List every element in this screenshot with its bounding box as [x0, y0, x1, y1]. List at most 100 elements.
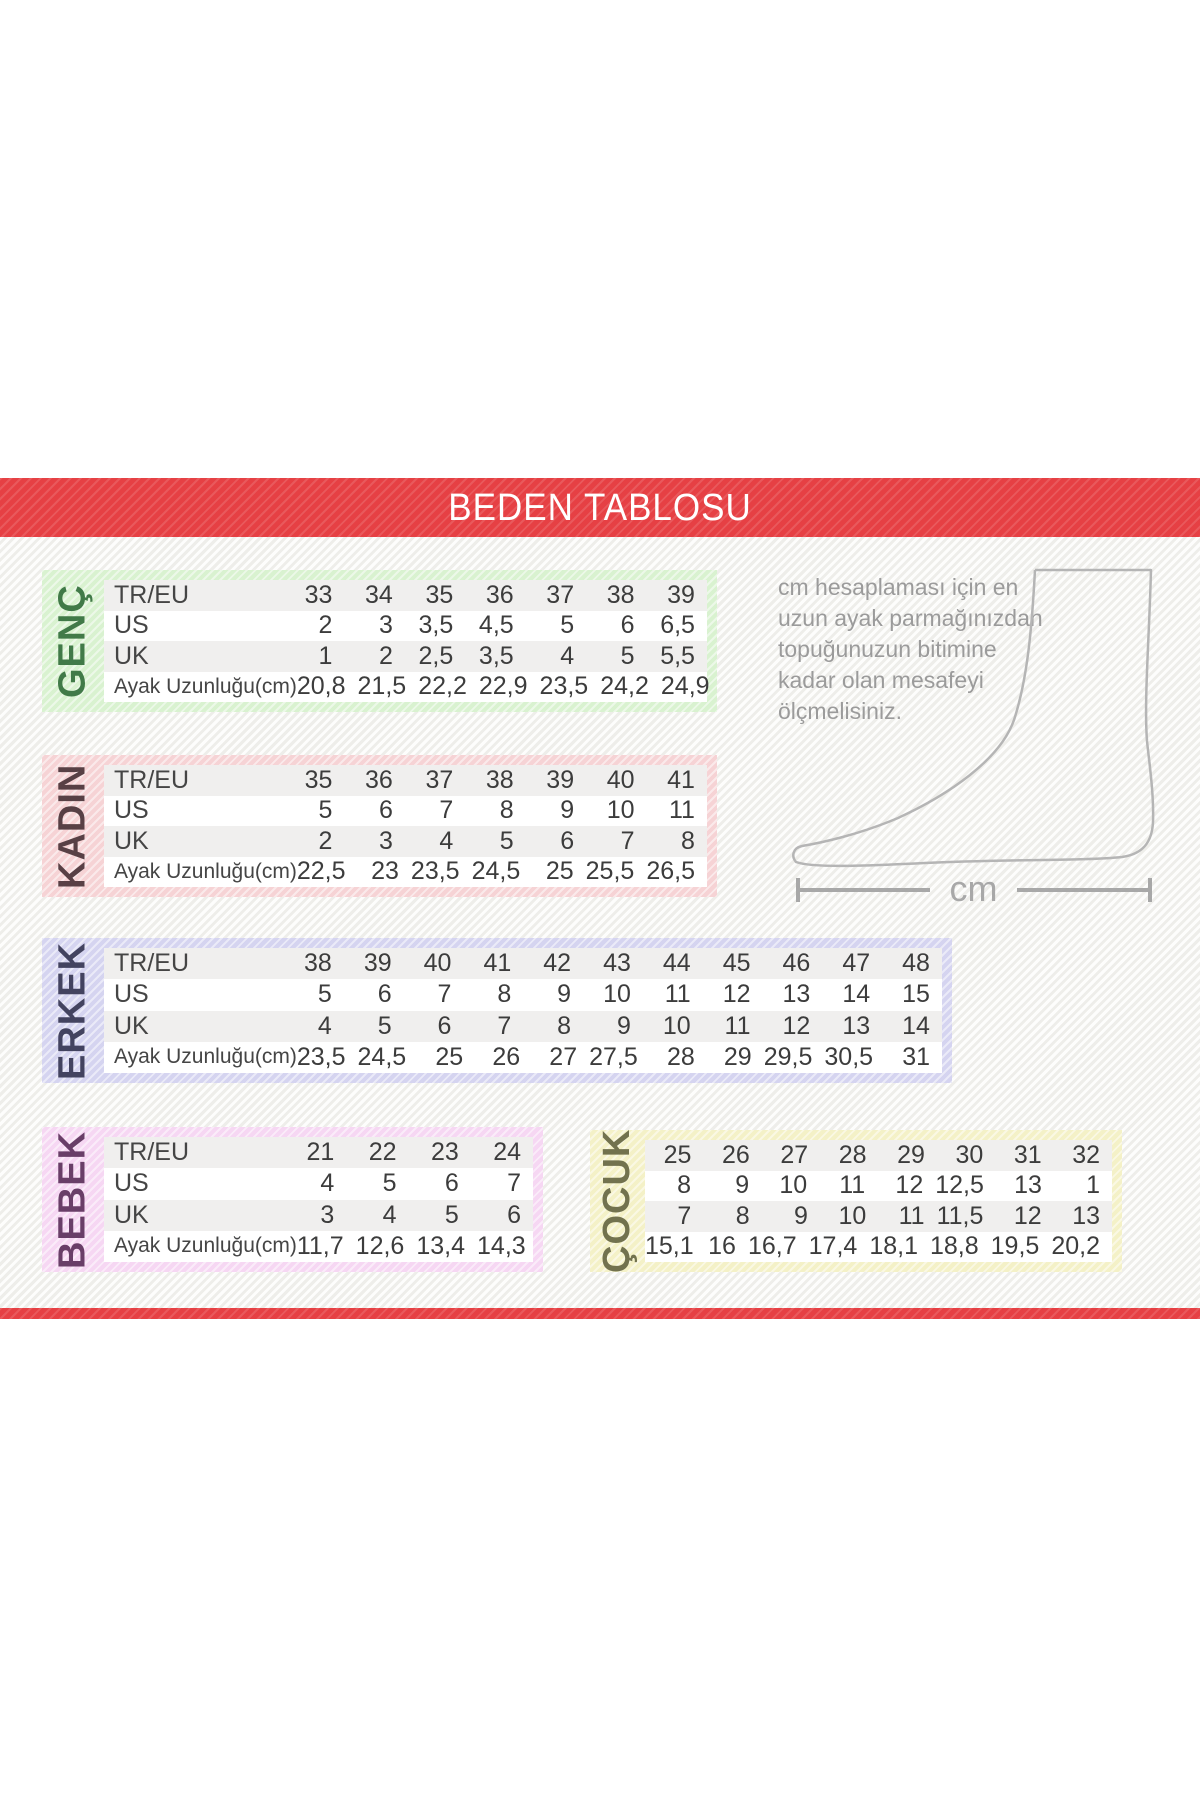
table-cell: 39	[546, 765, 575, 794]
table-cell: 13	[1014, 1171, 1042, 1200]
table-cell: 13,4	[416, 1231, 466, 1260]
table-cell: 26	[492, 1042, 521, 1071]
table-cell: 6	[377, 980, 392, 1009]
table-cell: 23,5	[296, 1042, 346, 1071]
table-row: Ayak Uzunluğu(cm) 11,7 12,6 13,4 14,3	[104, 1231, 533, 1262]
table-cell: 28	[666, 1042, 695, 1071]
table-cell: 14,3	[477, 1231, 526, 1260]
cm-ruler-label: cm	[949, 868, 998, 909]
table-cell: 12,5	[935, 1171, 984, 1200]
table-cell: 2	[378, 641, 393, 670]
table-row: 8 9 10 11 12 12,5 13 1	[645, 1171, 1112, 1202]
row-header: TR/EU	[114, 949, 189, 978]
table-cell: 25	[435, 1042, 464, 1071]
table-cell: 22,2	[418, 672, 467, 701]
size-table-genc: GENÇ TR/EU 33 34 35 36 37 38 39 US 2 3 3,5 4,5 5 6 6,5 UK…	[42, 570, 717, 712]
table-cell: 42	[543, 949, 572, 978]
table-cell: 37	[546, 580, 575, 609]
table-body: TR/EU 35 36 37 38 39 40 41 US 5 6 7 8 9 10 11 UK 2 3 4 5 6 7 8 A…	[104, 765, 707, 887]
table-cell: 8	[681, 826, 695, 855]
table-cell: 3	[378, 826, 393, 855]
table-cell: 37	[425, 765, 454, 794]
table-cell: 12	[1013, 1201, 1042, 1230]
table-cell: 5	[317, 980, 332, 1009]
table-cell: 23,5	[539, 672, 589, 701]
table-cell: 22,9	[478, 672, 528, 701]
table-cell: 10	[603, 980, 631, 1009]
size-table-erkek: ERKEK TR/EU 38 39 40 41 42 43 44 45 46 47 48 US 5 6 7 8 9 1…	[42, 938, 952, 1083]
size-table-kadin: KADIN TR/EU 35 36 37 38 39 40 41 US 5 6 7 8 9 10 11 UK 2 3 4…	[42, 755, 717, 897]
table-cell: 27,5	[589, 1042, 638, 1071]
table-cell: 6	[437, 1011, 452, 1040]
row-header: US	[114, 980, 149, 1009]
table-row: 7 8 9 10 11 11,5 12 13	[645, 1201, 1112, 1232]
table-cell: 34	[365, 580, 393, 609]
table-cell: 9	[560, 796, 575, 825]
table-row: US 5 6 7 8 9 10 11	[104, 796, 707, 827]
table-body: TR/EU 38 39 40 41 42 43 44 45 46 47 48 US 5 6 7 8 9 10 11 12…	[104, 948, 942, 1073]
table-cell: 30,5	[824, 1042, 874, 1071]
table-cell: 6	[378, 796, 393, 825]
table-cell: 9	[557, 980, 572, 1009]
row-header: TR/EU	[114, 580, 189, 609]
table-cell: 4	[439, 826, 454, 855]
table-row: TR/EU 38 39 40 41 42 43 44 45 46 47 48	[104, 948, 942, 980]
table-cell: 8	[677, 1171, 692, 1200]
table-cell: 35	[425, 580, 454, 609]
table-cell: 23	[430, 1138, 459, 1167]
table-cell: 3	[320, 1200, 335, 1229]
table-cell: 36	[485, 580, 514, 609]
table-cell: 12	[782, 1011, 811, 1040]
row-header: TR/EU	[114, 1138, 189, 1167]
table-cell: 10	[606, 796, 635, 825]
table-cell: 15	[902, 980, 930, 1009]
table-cell: 26,5	[646, 857, 695, 886]
table-cell: 16	[708, 1232, 736, 1261]
size-table-bebek: BEBEK TR/EU 21 22 23 24 US 4 5 6 7 UK 3 4 5 6 Ayak Uzunl…	[42, 1127, 543, 1272]
table-row: TR/EU 33 34 35 36 37 38 39	[104, 580, 707, 611]
table-cell: 25,5	[585, 857, 635, 886]
table-cell: 7	[507, 1169, 521, 1198]
table-cell: 6	[444, 1169, 459, 1198]
table-group-label: GENÇ	[51, 584, 94, 698]
table-cell: 3	[378, 611, 393, 640]
table-cell: 38	[485, 765, 514, 794]
table-cell: 8	[735, 1201, 750, 1230]
table-group-label: KADIN	[51, 763, 94, 889]
table-cell: 13	[842, 1011, 871, 1040]
table-cell: 29	[723, 1042, 752, 1071]
table-cell: 8	[499, 796, 514, 825]
table-cell: 16,7	[747, 1232, 797, 1261]
table-row: Ayak Uzunluğu(cm) 22,5 23 23,5 24,5 25 25,5 26,…	[104, 857, 707, 888]
table-cell: 20,2	[1051, 1232, 1100, 1261]
table-row: TR/EU 21 22 23 24	[104, 1137, 533, 1169]
row-header: UK	[114, 641, 149, 670]
table-row: US 5 6 7 8 9 10 11 12 13 14 15	[104, 979, 942, 1010]
table-cell: 12	[895, 1171, 924, 1200]
table-cell: 18,8	[929, 1232, 979, 1261]
table-cell: 18,1	[869, 1232, 918, 1261]
table-cell: 1	[1086, 1171, 1100, 1200]
table-cell: 10	[779, 1171, 808, 1200]
table-cell: 4	[560, 641, 575, 670]
table-cell: 4	[317, 1011, 332, 1040]
table-body: TR/EU 21 22 23 24 US 4 5 6 7 UK 3 4 5 6 Ayak Uzunluğu(c…	[104, 1137, 533, 1262]
table-cell: 44	[662, 949, 691, 978]
table-cell: 9	[616, 1011, 631, 1040]
table-row: UK 3 4 5 6	[104, 1199, 533, 1231]
table-cell: 11	[898, 1201, 925, 1230]
table-cell: 38	[606, 580, 635, 609]
table-cell: 8	[497, 980, 512, 1009]
table-body: 25 26 27 28 29 30 31 32 8 9 10 11 12 12,5 13 1 7 8 9 10 11 11…	[645, 1140, 1112, 1262]
table-row: UK 4 5 6 7 8 9 10 11 12 13 14	[104, 1010, 942, 1042]
table-cell: 13	[782, 980, 811, 1009]
table-cell: 11	[669, 796, 695, 825]
table-row: Ayak Uzunluğu(cm) 20,8 21,5 22,2 22,9 23,5 24,…	[104, 672, 710, 703]
table-row: UK 1 2 2,5 3,5 4 5 5,5	[104, 641, 707, 672]
table-cell: 31	[1013, 1140, 1042, 1169]
table-cell: 1	[318, 641, 333, 670]
table-cell: 43	[603, 949, 631, 978]
row-header: Ayak Uzunluğu(cm)	[114, 1234, 297, 1258]
row-header: US	[114, 611, 149, 640]
row-header: UK	[114, 1011, 149, 1040]
